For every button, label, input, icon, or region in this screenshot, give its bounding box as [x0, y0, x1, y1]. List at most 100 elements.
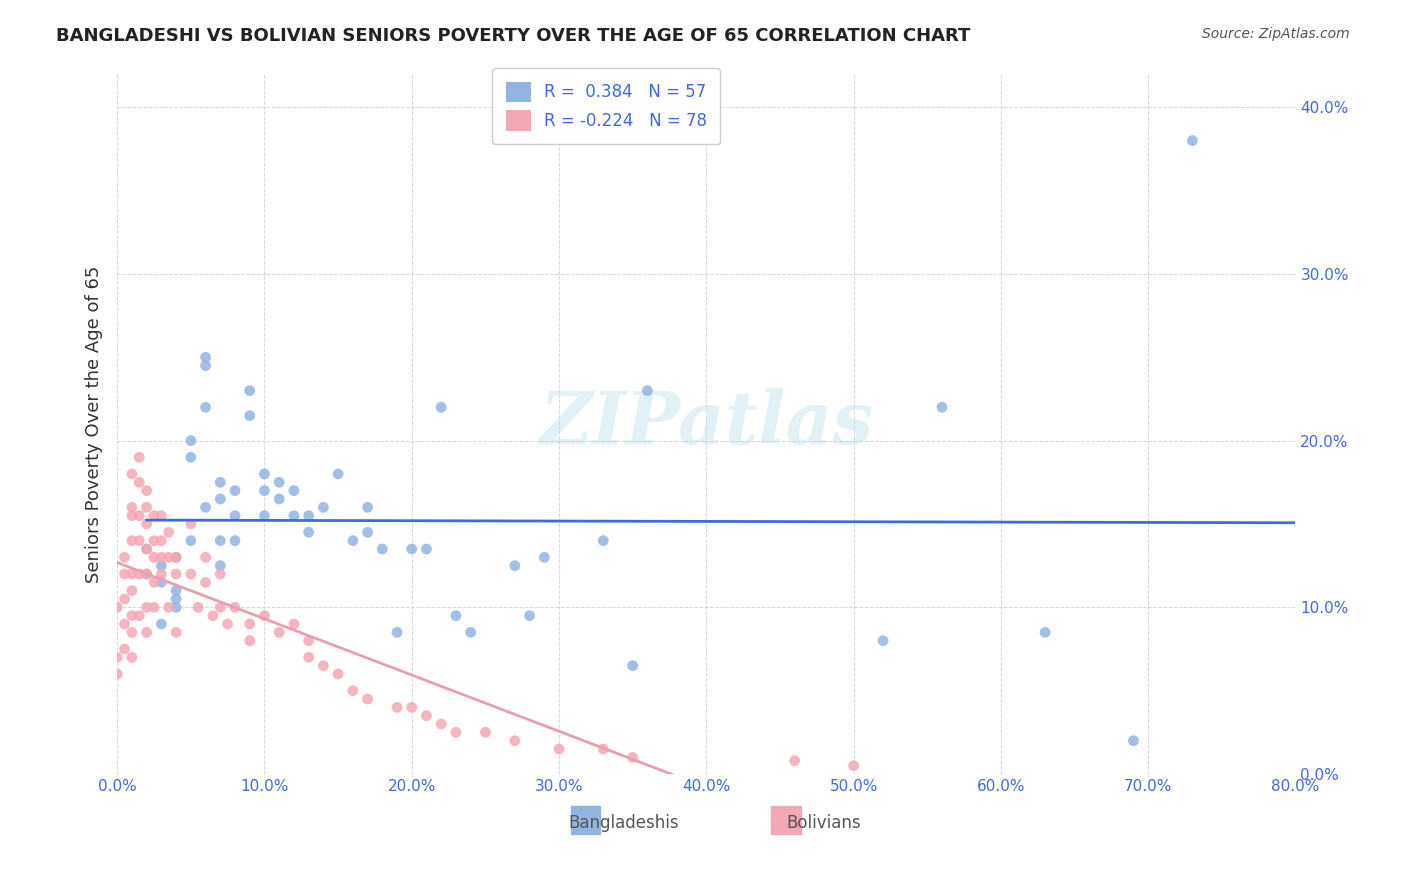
- Point: [114, 550, 136, 565]
- Point: [165, 550, 187, 565]
- Point: [298, 650, 321, 665]
- Point: [135, 516, 157, 531]
- Point: [224, 533, 246, 548]
- Point: [783, 754, 806, 768]
- Point: [157, 600, 180, 615]
- Point: [371, 541, 394, 556]
- Point: [121, 500, 143, 515]
- Point: [135, 600, 157, 615]
- Point: [135, 541, 157, 556]
- Point: [194, 550, 217, 565]
- Point: [128, 508, 150, 523]
- Point: [444, 725, 467, 739]
- Point: [128, 608, 150, 623]
- Point: [209, 475, 232, 490]
- Point: [356, 525, 378, 540]
- Point: [135, 541, 157, 556]
- Point: [548, 742, 571, 756]
- Point: [150, 508, 173, 523]
- Text: Bangladeshis: Bangladeshis: [568, 814, 679, 832]
- Point: [356, 692, 378, 706]
- Point: [283, 483, 305, 498]
- Point: [165, 592, 187, 607]
- Point: [239, 384, 262, 398]
- Point: [194, 401, 217, 415]
- Point: [1122, 733, 1144, 747]
- Point: [143, 575, 166, 590]
- Point: [114, 642, 136, 657]
- Point: [150, 566, 173, 581]
- Point: [157, 550, 180, 565]
- Point: [621, 658, 644, 673]
- Text: Source: ZipAtlas.com: Source: ZipAtlas.com: [1202, 27, 1350, 41]
- Point: [592, 742, 614, 756]
- Point: [385, 700, 408, 714]
- Point: [105, 600, 128, 615]
- Bar: [770, 805, 800, 833]
- Point: [121, 583, 143, 598]
- Y-axis label: Seniors Poverty Over the Age of 65: Seniors Poverty Over the Age of 65: [86, 265, 103, 582]
- Point: [298, 525, 321, 540]
- Point: [194, 500, 217, 515]
- Point: [150, 617, 173, 632]
- Point: [621, 750, 644, 764]
- Point: [121, 566, 143, 581]
- Point: [283, 617, 305, 632]
- Point: [180, 434, 202, 448]
- Point: [135, 625, 157, 640]
- Point: [209, 566, 232, 581]
- Point: [326, 667, 349, 681]
- Point: [209, 558, 232, 573]
- Point: [415, 708, 437, 723]
- Point: [201, 608, 224, 623]
- Point: [283, 508, 305, 523]
- Point: [430, 401, 453, 415]
- Point: [342, 533, 364, 548]
- Point: [224, 600, 246, 615]
- Point: [143, 550, 166, 565]
- Point: [842, 758, 865, 772]
- Point: [143, 508, 166, 523]
- Point: [401, 700, 423, 714]
- Point: [253, 608, 276, 623]
- Point: [165, 625, 187, 640]
- Point: [150, 558, 173, 573]
- Point: [1033, 625, 1056, 640]
- Point: [114, 566, 136, 581]
- Point: [224, 508, 246, 523]
- Point: [121, 508, 143, 523]
- Point: [209, 533, 232, 548]
- Point: [135, 566, 157, 581]
- Point: [269, 491, 291, 506]
- Point: [401, 541, 423, 556]
- Text: BANGLADESHI VS BOLIVIAN SENIORS POVERTY OVER THE AGE OF 65 CORRELATION CHART: BANGLADESHI VS BOLIVIAN SENIORS POVERTY …: [56, 27, 970, 45]
- Point: [143, 600, 166, 615]
- Point: [931, 401, 953, 415]
- Text: ZIPatlas: ZIPatlas: [540, 389, 873, 459]
- Point: [194, 575, 217, 590]
- Point: [253, 467, 276, 481]
- Point: [239, 409, 262, 423]
- Point: [105, 667, 128, 681]
- Point: [385, 625, 408, 640]
- Point: [135, 500, 157, 515]
- Point: [128, 450, 150, 465]
- Point: [460, 625, 482, 640]
- Point: [157, 525, 180, 540]
- Point: [121, 650, 143, 665]
- Point: [253, 508, 276, 523]
- Point: [239, 617, 262, 632]
- Point: [165, 550, 187, 565]
- Point: [872, 633, 894, 648]
- Point: [135, 483, 157, 498]
- Point: [180, 516, 202, 531]
- Point: [165, 600, 187, 615]
- Point: [224, 483, 246, 498]
- Point: [143, 533, 166, 548]
- Point: [474, 725, 496, 739]
- Point: [217, 617, 239, 632]
- Point: [180, 533, 202, 548]
- Point: [312, 500, 335, 515]
- Point: [180, 566, 202, 581]
- Point: [114, 617, 136, 632]
